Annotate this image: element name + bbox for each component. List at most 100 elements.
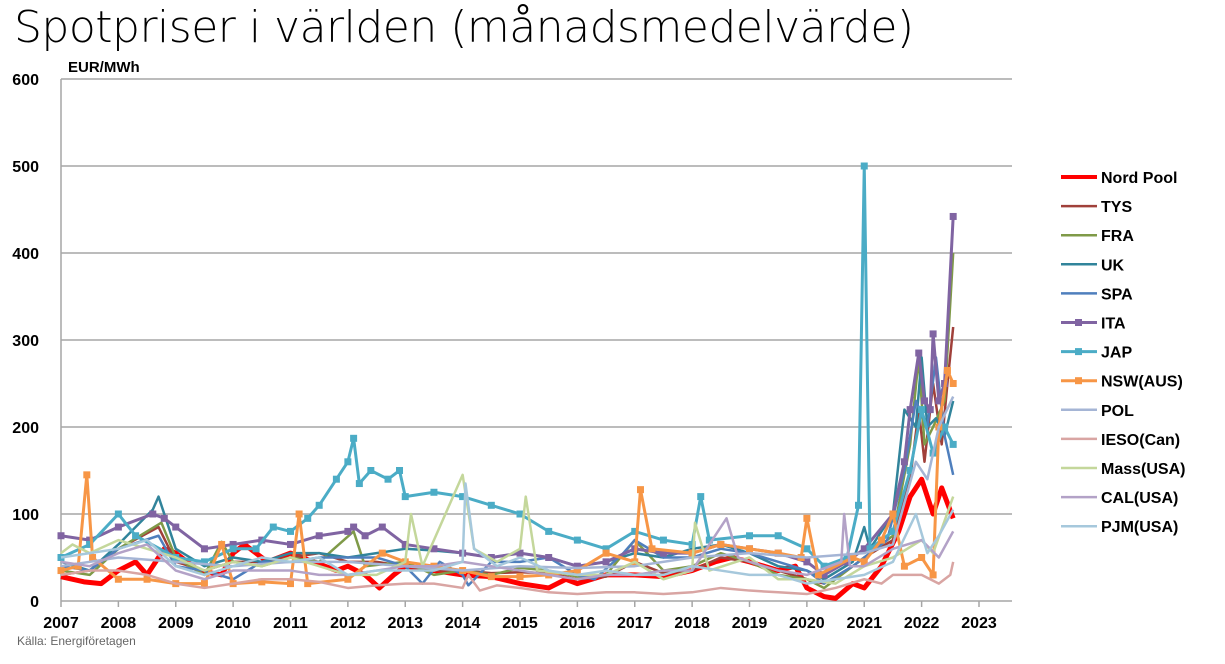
data-point: [746, 545, 753, 553]
data-point: [287, 527, 294, 535]
data-point: [344, 458, 352, 466]
data-point: [820, 571, 828, 579]
x-tick-label: 2018: [674, 615, 710, 632]
series-ita: [57, 212, 957, 579]
x-tick-label: 2013: [387, 615, 423, 632]
legend-marker: [1075, 348, 1082, 356]
data-point: [344, 575, 352, 583]
legend-label: TYS: [1101, 199, 1132, 216]
data-point: [86, 540, 94, 548]
data-point: [573, 562, 581, 570]
x-tick-label: 2019: [732, 615, 768, 632]
x-tick-label: 2015: [502, 615, 538, 632]
data-point: [57, 567, 65, 575]
legend-item: PJM(USA): [1061, 519, 1178, 536]
data-point: [860, 558, 868, 566]
legend-label: POL: [1101, 403, 1134, 420]
data-point: [304, 580, 312, 588]
data-point: [304, 514, 312, 522]
data-point: [516, 573, 524, 581]
data-point: [929, 330, 937, 338]
data-point: [114, 510, 122, 518]
legend-label: JAP: [1101, 345, 1132, 362]
series-line: [60, 252, 955, 590]
series-line: [60, 473, 955, 585]
chart-title: Spotpriser i världen (månadsmedelvärde): [14, 2, 914, 53]
y-tick-label: 300: [12, 333, 39, 350]
data-point: [941, 423, 949, 431]
data-point: [918, 554, 926, 561]
series-tys: [60, 326, 955, 585]
legend-label: CAL(USA): [1101, 490, 1178, 507]
legend-label: FRA: [1101, 228, 1134, 245]
data-point: [218, 540, 226, 548]
data-point: [774, 532, 782, 540]
data-point: [74, 562, 82, 570]
legend-item: CAL(USA): [1061, 490, 1178, 507]
legend-item: POL: [1061, 403, 1134, 420]
data-point: [855, 501, 863, 509]
legend-label: SPA: [1101, 286, 1133, 303]
series-pjm-usa-: [60, 482, 955, 585]
data-point: [355, 480, 363, 488]
y-axis-label: EUR/MWh: [68, 59, 140, 76]
data-point: [746, 532, 753, 540]
data-point: [573, 567, 581, 575]
x-tick-label: 2021: [846, 615, 882, 632]
data-point: [430, 488, 438, 496]
data-point: [918, 406, 926, 414]
data-point: [774, 549, 782, 557]
legend-label: Mass(USA): [1101, 461, 1185, 478]
series-spa: [60, 356, 955, 587]
data-point: [803, 558, 811, 566]
data-point: [295, 510, 303, 518]
data-point: [114, 575, 122, 583]
x-tick-label: 2023: [961, 615, 997, 632]
series-uk: [60, 356, 955, 581]
legend-item: NSW(AUS): [1061, 374, 1183, 391]
data-point: [200, 558, 208, 566]
series-mass-usa-: [60, 473, 955, 585]
data-point: [172, 523, 180, 531]
data-point: [866, 545, 874, 553]
data-point: [396, 467, 404, 474]
data-point: [843, 554, 851, 561]
data-point: [949, 212, 957, 220]
series-line: [60, 561, 955, 596]
data-point: [900, 562, 908, 570]
series-line: [60, 356, 955, 581]
source-note: Källa: Energiföretagen: [17, 634, 136, 648]
y-tick-label: 400: [12, 246, 39, 263]
x-tick-label: 2014: [445, 615, 481, 632]
data-point: [315, 532, 323, 540]
data-point: [659, 536, 667, 544]
x-tick-label: 2009: [158, 615, 194, 632]
data-point: [659, 549, 667, 557]
legend-item: ITA: [1061, 316, 1126, 333]
data-point: [384, 475, 392, 483]
data-point: [602, 545, 610, 553]
y-tick-label: 100: [12, 507, 39, 524]
data-point: [430, 545, 438, 553]
data-point: [252, 545, 260, 553]
data-point: [361, 532, 369, 540]
data-point: [929, 571, 937, 579]
data-point: [367, 467, 375, 474]
data-point: [200, 545, 208, 553]
legend-item: FRA: [1061, 228, 1134, 245]
data-point: [688, 540, 696, 548]
legend-item: UK: [1061, 257, 1125, 274]
x-tick-label: 2020: [789, 615, 825, 632]
data-point: [350, 523, 358, 531]
data-point: [631, 527, 639, 535]
data-point: [459, 493, 467, 501]
legend-label: NSW(AUS): [1101, 374, 1183, 391]
data-point: [705, 536, 713, 544]
data-point: [820, 562, 828, 570]
data-point: [636, 486, 644, 494]
data-point: [545, 527, 553, 535]
legend-item: Nord Pool: [1061, 170, 1177, 187]
data-point: [849, 554, 857, 561]
x-tick-label: 2007: [43, 615, 79, 632]
y-tick-label: 500: [12, 159, 39, 176]
